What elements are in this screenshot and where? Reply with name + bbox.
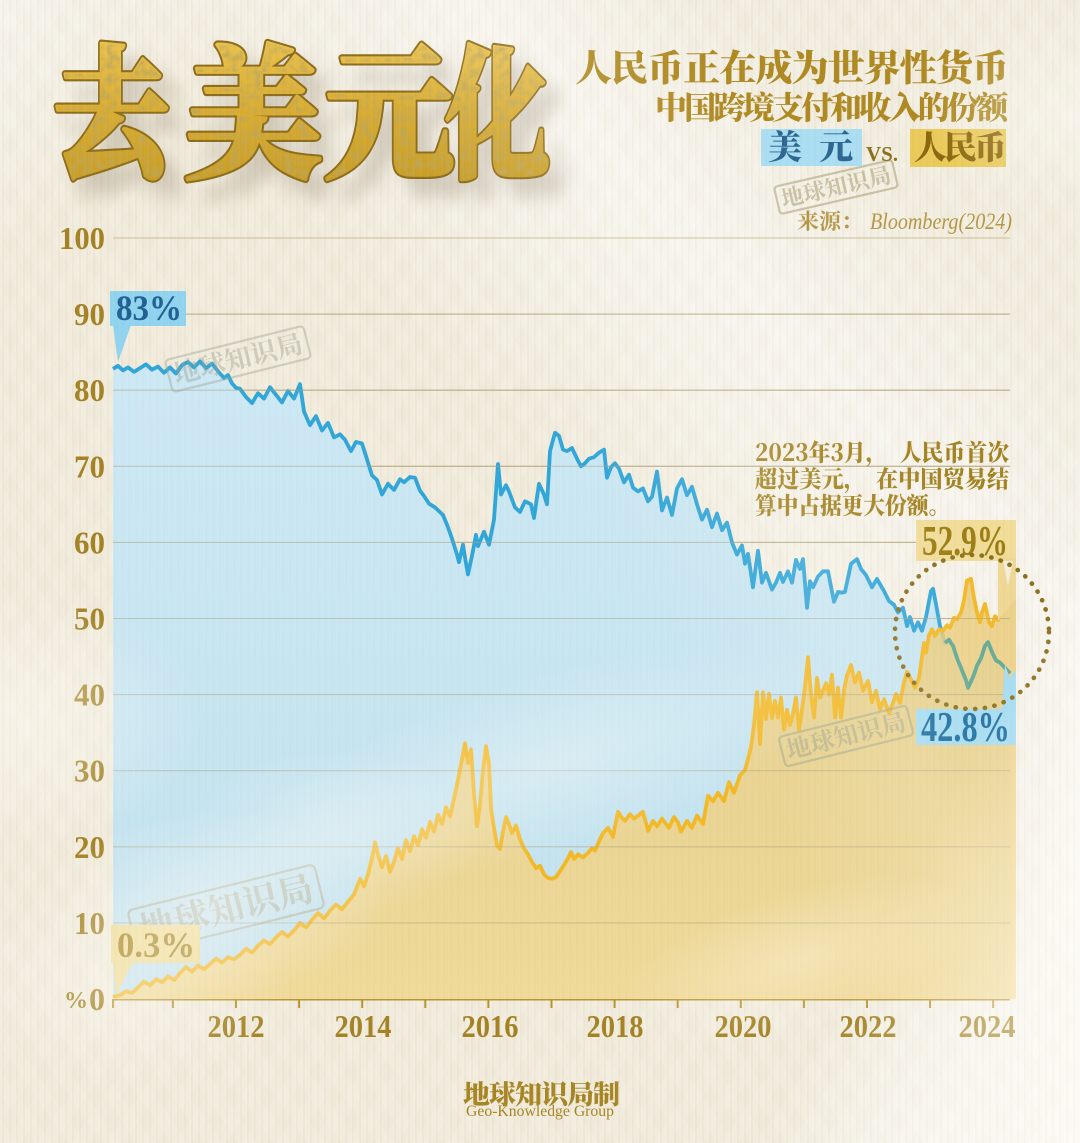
svg-text:30: 30 [74, 753, 105, 789]
svg-text:0.3%: 0.3% [117, 925, 195, 965]
svg-text:42.8%: 42.8% [921, 705, 1010, 751]
svg-text:2024: 2024 [959, 1008, 1016, 1044]
svg-text:83%: 83% [116, 288, 182, 328]
svg-text:60: 60 [74, 524, 105, 560]
svg-text:Geo-Knowledge Group: Geo-Knowledge Group [466, 1103, 614, 1120]
svg-text:80: 80 [74, 372, 105, 408]
svg-text:VS.: VS. [866, 142, 898, 166]
svg-text:%: % [64, 988, 88, 1014]
svg-text:40: 40 [74, 677, 105, 713]
svg-text:0: 0 [89, 981, 105, 1017]
svg-text:Bloomberg(2024): Bloomberg(2024) [870, 209, 1012, 234]
svg-text:2014: 2014 [335, 1008, 392, 1044]
svg-text:90: 90 [74, 296, 105, 332]
svg-text:10: 10 [74, 905, 105, 941]
svg-text:2016: 2016 [462, 1008, 519, 1044]
svg-text:2020: 2020 [715, 1008, 772, 1044]
svg-text:2022: 2022 [840, 1008, 897, 1044]
svg-text:2012: 2012 [208, 1008, 265, 1044]
svg-text:52.9%: 52.9% [922, 519, 1008, 565]
svg-text:20: 20 [74, 829, 105, 865]
svg-text:100: 100 [59, 220, 105, 256]
svg-text:70: 70 [74, 448, 105, 484]
svg-text:50: 50 [74, 601, 105, 637]
svg-text:2018: 2018 [587, 1008, 644, 1044]
